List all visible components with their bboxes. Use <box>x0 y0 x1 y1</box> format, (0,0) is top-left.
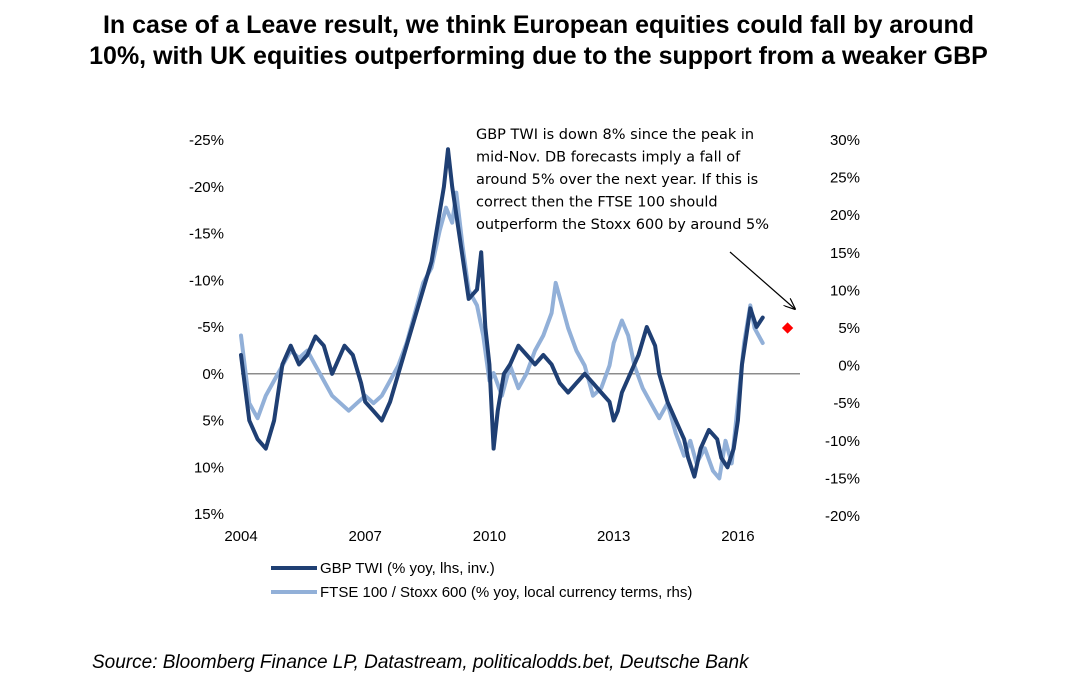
x-axis-tick-label: 2013 <box>597 528 630 545</box>
x-axis-tick-label: 2010 <box>473 528 506 545</box>
right-axis-tick-label: -5% <box>833 395 860 412</box>
annotation-line: mid-Nov. DB forecasts imply a fall of <box>476 150 741 166</box>
source-note: Source: Bloomberg Finance LP, Datastream… <box>92 652 749 673</box>
annotation: GBP TWI is down 8% since the peak in mid-… <box>476 127 769 233</box>
right-axis-tick-label: 0% <box>838 358 860 375</box>
x-axis-tick-label: 2007 <box>349 528 382 545</box>
right-axis-ticks: 30% 25% 20% 15% 10% 5% 0% -5% -10% -15% -20% <box>825 132 860 525</box>
annotation-line: around 5% over the next year. If this is <box>476 172 758 188</box>
right-axis-tick-label: -20% <box>825 508 860 525</box>
right-axis-tick-label: -15% <box>825 470 860 487</box>
left-axis-tick-label: -10% <box>189 272 224 289</box>
right-axis-tick-label: 20% <box>830 207 860 224</box>
series-group <box>239 147 765 481</box>
left-axis-tick-label: 0% <box>202 366 224 383</box>
left-axis-tick-label: 5% <box>202 413 224 430</box>
right-axis-tick-label: 25% <box>830 170 860 187</box>
legend-label: GBP TWI (% yoy, lhs, inv.) <box>320 560 495 577</box>
annotation-line: correct then the FTSE 100 should <box>476 195 718 211</box>
chart-title: In case of a Leave result, we think Euro… <box>0 10 1077 72</box>
right-axis-tick-label: 30% <box>830 132 860 149</box>
left-axis-ticks: -25% -20% -15% -10% -5% 0% 5% 10% 15% <box>189 132 224 523</box>
x-axis-ticks: 2004 2007 2010 2013 2016 <box>224 528 754 545</box>
right-axis-tick-label: -10% <box>825 433 860 450</box>
left-axis-tick-label: 10% <box>194 459 224 476</box>
series-line-gbp-twi <box>239 147 765 479</box>
right-axis-tick-label: 15% <box>830 245 860 262</box>
chart-title-line-2: 10%, with UK equities outperforming due … <box>89 42 988 70</box>
left-axis-tick-label: -15% <box>189 226 224 243</box>
left-axis-tick-label: -25% <box>189 132 224 149</box>
right-axis-tick-label: 5% <box>838 320 860 337</box>
left-axis-tick-label: -20% <box>189 179 224 196</box>
legend: GBP TWI (% yoy, lhs, inv.) FTSE 100 / Sto… <box>271 560 692 601</box>
right-axis-tick-label: 10% <box>830 282 860 299</box>
annotation-line: GBP TWI is down 8% since the peak in <box>476 127 754 143</box>
forecast-marker <box>781 322 794 334</box>
legend-label: FTSE 100 / Stoxx 600 (% yoy, local curre… <box>320 584 692 601</box>
left-axis-tick-label: 15% <box>194 506 224 523</box>
annotation-arrow <box>729 251 795 309</box>
x-axis-tick-label: 2016 <box>721 528 754 545</box>
annotation-line: outperform the Stoxx 600 by around 5% <box>476 217 769 233</box>
chart-title-line-1: In case of a Leave result, we think Euro… <box>102 11 975 39</box>
x-axis-tick-label: 2004 <box>224 528 257 545</box>
left-axis-tick-label: -5% <box>197 319 224 336</box>
